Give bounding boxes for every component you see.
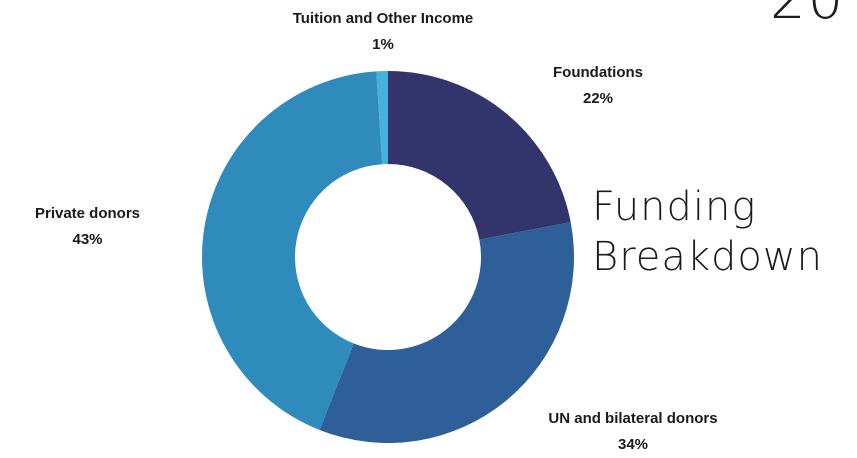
slice-label-name: Private donors bbox=[34, 205, 141, 222]
slice-label-value: 43% bbox=[72, 231, 103, 248]
slice-label-value: 1% bbox=[372, 36, 394, 53]
slice-label-name: Foundations bbox=[553, 64, 643, 81]
slice-label-foundations: Foundations 22% bbox=[513, 60, 683, 112]
year-heading-fragment: 20 bbox=[770, 0, 845, 32]
slice-label-private-donors: Private donors 43% bbox=[0, 201, 175, 253]
chart-heading: Funding Breakdown bbox=[592, 182, 823, 282]
slice-label-un-bilateral: UN and bilateral donors 34% bbox=[488, 406, 778, 458]
slice-label-name: UN and bilateral donors bbox=[548, 410, 718, 427]
heading-line-1: Funding bbox=[592, 184, 757, 230]
slice-foundations bbox=[388, 71, 571, 240]
heading-line-2: Breakdown bbox=[592, 234, 823, 280]
slice-label-value: 34% bbox=[617, 436, 649, 453]
slice-label-name: Tuition and Other Income bbox=[292, 10, 474, 27]
slice-label-tuition: Tuition and Other Income 1% bbox=[233, 6, 533, 58]
donut-slices bbox=[201, 71, 574, 443]
donut-chart bbox=[201, 71, 574, 443]
slice-un-bilateral bbox=[319, 222, 574, 443]
slice-label-value: 22% bbox=[582, 90, 614, 107]
slice-private-donors bbox=[201, 71, 383, 430]
slice-tuition bbox=[376, 71, 388, 165]
